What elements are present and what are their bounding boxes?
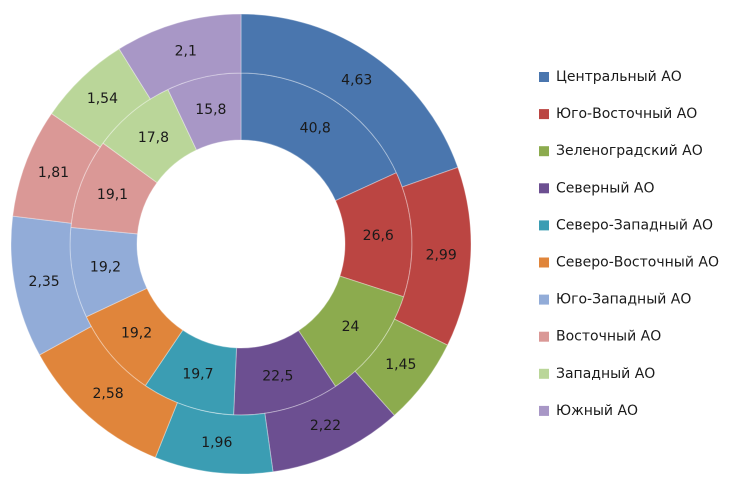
data-label: 2,1 xyxy=(175,43,197,59)
legend-swatch xyxy=(539,72,549,82)
data-label: 40,8 xyxy=(300,120,331,136)
legend-label: Северо-Западный АО xyxy=(556,217,713,233)
data-label: 2,22 xyxy=(310,418,341,434)
data-label: 1,81 xyxy=(38,165,69,181)
legend-label: Юго-Западный АО xyxy=(556,292,691,308)
data-label: 19,2 xyxy=(121,325,152,341)
data-label: 15,8 xyxy=(195,102,226,118)
data-label: 19,1 xyxy=(97,187,128,203)
donut-segment xyxy=(334,172,413,298)
legend-label: Южный АО xyxy=(556,403,638,419)
legend-label: Северный АО xyxy=(556,180,655,196)
data-label: 19,2 xyxy=(90,259,121,275)
data-label: 22,5 xyxy=(262,368,293,384)
data-label: 2,58 xyxy=(93,386,124,402)
legend-label: Центральный АО xyxy=(556,69,682,85)
legend-swatch xyxy=(539,183,549,194)
legend-label: Западный АО xyxy=(556,366,655,382)
data-label: 1,96 xyxy=(201,435,232,451)
data-label: 26,6 xyxy=(363,228,394,244)
legend-label: Юго-Восточный АО xyxy=(556,106,697,122)
data-label: 1,45 xyxy=(385,357,416,373)
donut-segment xyxy=(167,72,242,151)
data-label: 2,35 xyxy=(29,274,60,290)
legend-label: Восточный АО xyxy=(556,329,661,345)
legend-swatch xyxy=(539,220,549,231)
legend-swatch xyxy=(539,405,549,416)
legend-swatch xyxy=(539,294,549,305)
legend-swatch xyxy=(539,109,549,120)
legend-swatch xyxy=(539,146,549,157)
legend-label: Зеленоградский АО xyxy=(556,143,703,159)
data-label: 19,7 xyxy=(182,367,213,383)
legend-swatch xyxy=(539,368,549,379)
donut-segment xyxy=(393,166,472,346)
data-label: 24 xyxy=(342,319,360,335)
data-label: 17,8 xyxy=(138,130,169,146)
donut-segment xyxy=(240,13,459,188)
donut-segment xyxy=(12,112,101,224)
data-label: 4,63 xyxy=(341,72,372,88)
legend-swatch xyxy=(539,257,549,268)
data-label: 1,54 xyxy=(87,91,118,107)
donut-segment xyxy=(264,370,396,473)
legend-label: Северо-Восточный АО xyxy=(556,255,719,271)
donut-segment xyxy=(10,215,92,356)
donut-segment xyxy=(118,13,242,100)
legend-swatch xyxy=(539,331,549,342)
data-label: 2,99 xyxy=(426,248,457,264)
donut-segment xyxy=(233,329,337,416)
donut-segment xyxy=(38,325,178,459)
